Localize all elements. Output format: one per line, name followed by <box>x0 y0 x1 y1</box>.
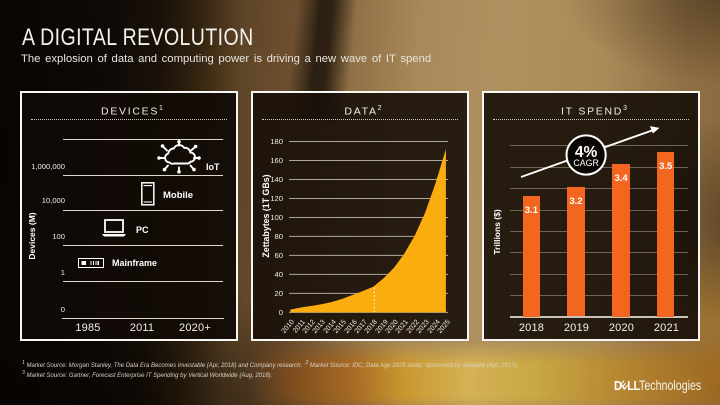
svg-text:4%: 4% <box>575 144 598 161</box>
svg-text:CAGR: CAGR <box>573 158 598 168</box>
